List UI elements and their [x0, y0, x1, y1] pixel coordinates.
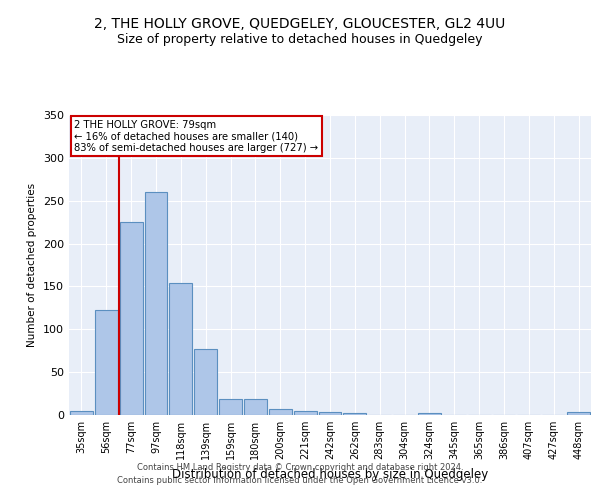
Text: Size of property relative to detached houses in Quedgeley: Size of property relative to detached ho… [117, 32, 483, 46]
X-axis label: Distribution of detached houses by size in Quedgeley: Distribution of detached houses by size … [172, 468, 488, 480]
Bar [95, 310, 118, 415]
Bar [120, 222, 143, 415]
Bar [219, 398, 242, 415]
Bar [145, 192, 167, 415]
Text: 2 THE HOLLY GROVE: 79sqm
← 16% of detached houses are smaller (140)
83% of semi-: 2 THE HOLLY GROVE: 79sqm ← 16% of detach… [74, 120, 319, 152]
Bar [269, 409, 292, 415]
Text: Contains public sector information licensed under the Open Government Licence v3: Contains public sector information licen… [118, 476, 482, 485]
Bar [567, 412, 590, 415]
Bar [343, 414, 366, 415]
Text: Contains HM Land Registry data © Crown copyright and database right 2024.: Contains HM Land Registry data © Crown c… [137, 464, 463, 472]
Bar [418, 414, 441, 415]
Bar [244, 398, 267, 415]
Bar [194, 349, 217, 415]
Bar [70, 410, 93, 415]
Y-axis label: Number of detached properties: Number of detached properties [28, 183, 37, 347]
Bar [294, 410, 317, 415]
Bar [169, 283, 192, 415]
Bar [319, 412, 341, 415]
Text: 2, THE HOLLY GROVE, QUEDGELEY, GLOUCESTER, GL2 4UU: 2, THE HOLLY GROVE, QUEDGELEY, GLOUCESTE… [94, 18, 506, 32]
